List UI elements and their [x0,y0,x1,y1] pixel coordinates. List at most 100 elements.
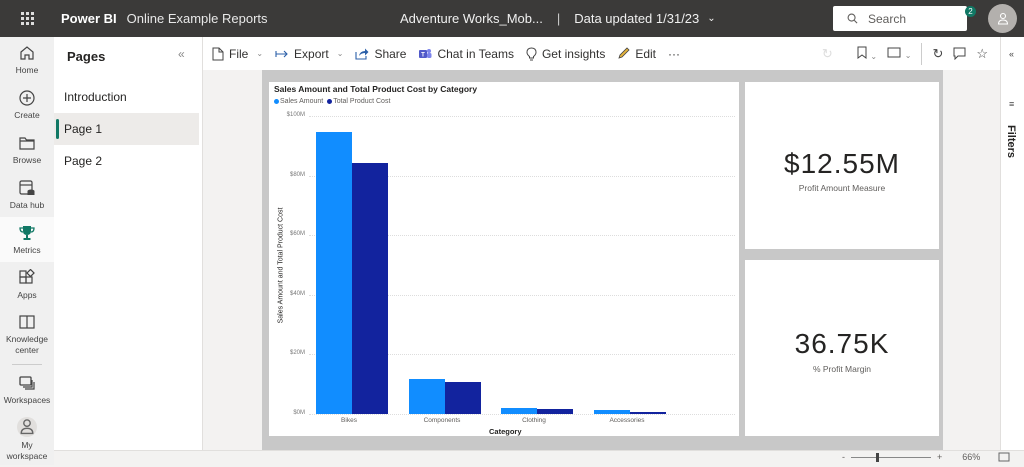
export-menu-button[interactable]: Export ⌄ [275,47,343,61]
card-profit-margin[interactable]: 36.75K % Profit Margin [745,260,939,436]
chart-title: Sales Amount and Total Product Cost by C… [274,84,478,94]
clustered-column-chart[interactable]: Sales Amount and Total Product Cost by C… [269,82,739,436]
gridline [309,414,735,415]
y-tick: $20M [289,350,305,356]
gridline [309,235,735,236]
workspace-name[interactable]: Online Example Reports [126,11,268,26]
svg-text:T: T [422,52,426,58]
apps-icon [19,269,35,284]
zoom-slider[interactable] [851,452,931,462]
export-icon [275,50,288,57]
export-label: Export [294,46,329,61]
page-2[interactable]: Page 2 [54,145,199,177]
search-box[interactable]: Search [833,6,967,31]
collapse-pages-icon[interactable]: « [178,47,185,61]
y-tick: $100M [286,112,305,118]
zoom-out-button[interactable]: - [842,452,845,462]
gridline [309,116,735,117]
fit-to-page-icon[interactable] [998,452,1010,462]
left-navigation: Home Create Browse Data hub Metrics Apps… [0,37,54,465]
legend-label: Total Product Cost [333,98,391,105]
nav-browse[interactable]: Browse [0,127,54,172]
pencil-icon [618,47,630,59]
data-hub-icon [19,180,35,195]
y-axis-title: Sales Amount and Total Product Cost [277,207,285,324]
pages-panel: Pages « Introduction Page 1 Page 2 [54,37,203,450]
user-icon [997,12,1008,25]
zoom-level: 66% [962,452,981,462]
undo-icon[interactable]: ↻ [821,45,833,61]
nav-browse-label: Browse [12,155,42,165]
bar-components-cost[interactable] [445,382,481,414]
brand-name[interactable]: Power BI [61,11,117,26]
nav-metrics[interactable]: Metrics [0,217,54,262]
view-button[interactable]: ⌄ [887,46,911,61]
file-menu-button[interactable]: File ⌄ [212,47,263,61]
favorite-star-icon[interactable]: ☆ [976,45,988,61]
report-toolbar: File ⌄ Export ⌄ Share T Chat in Teams Get … [203,37,1000,70]
filters-label[interactable]: Filters [1005,125,1017,159]
legend-item-sales[interactable]: Sales Amount [274,98,323,105]
nav-home[interactable]: Home [0,37,54,82]
card-profit-amount[interactable]: $12.55M Profit Amount Measure [745,82,939,249]
refresh-icon[interactable]: ↻ [932,45,944,61]
report-title-area[interactable]: Adventure Works_Mob... | Data updated 1/… [400,0,716,37]
nav-home-label: Home [15,65,39,75]
chevron-down-icon: ⌄ [870,51,878,61]
chat-in-teams-label: Chat in Teams [437,46,514,61]
zoom-slider-thumb[interactable] [876,452,879,462]
bar-clothing-cost[interactable] [537,408,573,414]
nav-workspaces[interactable]: Workspaces [0,367,54,412]
chat-in-teams-button[interactable]: T Chat in Teams [418,46,514,61]
nav-knowledge-center[interactable]: Knowledge center [0,307,54,362]
page-label: Page 2 [64,154,103,168]
zoom-in-button[interactable]: + [937,452,943,462]
page-introduction[interactable]: Introduction [54,81,199,113]
get-insights-button[interactable]: Get insights [526,47,605,61]
nav-apps[interactable]: Apps [0,262,54,307]
nav-data-hub[interactable]: Data hub [0,172,54,217]
search-placeholder: Search [868,11,907,26]
legend-item-cost[interactable]: Total Product Cost [327,98,390,105]
teams-icon: T [419,48,432,58]
nav-create[interactable]: Create [0,82,54,127]
comment-icon[interactable] [953,47,966,60]
page-label: Page 1 [64,122,103,136]
book-icon [19,315,35,329]
nav-data-hub-label: Data hub [9,200,45,210]
bar-accessories-cost[interactable] [630,412,666,414]
legend-label: Sales Amount [280,98,324,105]
nav-my-workspace[interactable]: My workspace [0,412,54,467]
notifications-more-button[interactable]: ... [955,10,966,24]
bar-bikes-sales[interactable] [316,132,352,414]
data-updated-label: Data updated 1/31/23 [574,11,700,26]
share-button[interactable]: Share [355,47,406,61]
account-avatar[interactable] [988,4,1017,33]
more-options-button[interactable]: ··· [668,47,680,61]
chevron-down-icon[interactable]: ⌄ [707,13,716,24]
report-canvas: Sales Amount and Total Product Cost by C… [203,70,1000,450]
legend-dot-icon [327,98,333,104]
nav-divider [12,364,42,365]
bar-bikes-cost[interactable] [352,163,388,414]
edit-button[interactable]: Edit [617,47,656,61]
gridline [309,176,735,177]
page-1[interactable]: Page 1 [54,113,199,145]
bar-clothing-sales[interactable] [501,407,537,414]
bar-components-sales[interactable] [409,378,445,414]
bookmark-button[interactable]: ⌄ [857,46,877,62]
bar-accessories-sales[interactable] [594,410,630,414]
nav-knowledge-center-label: Knowledge center [5,334,49,355]
kpi-value: $12.55M [784,148,900,179]
lightbulb-icon [526,46,537,60]
workspaces-icon [19,376,35,390]
expand-filters-icon[interactable]: « [1009,49,1015,59]
trophy-icon [19,226,35,240]
home-icon [20,46,34,60]
status-bar: - + 66% [54,450,1024,465]
x-tick: Clothing [522,417,546,424]
filters-pane[interactable]: « ≡ Filters [1000,37,1024,450]
app-launcher-button[interactable] [0,12,55,25]
x-tick: Accessories [609,417,645,424]
y-tick: $80M [289,172,305,178]
